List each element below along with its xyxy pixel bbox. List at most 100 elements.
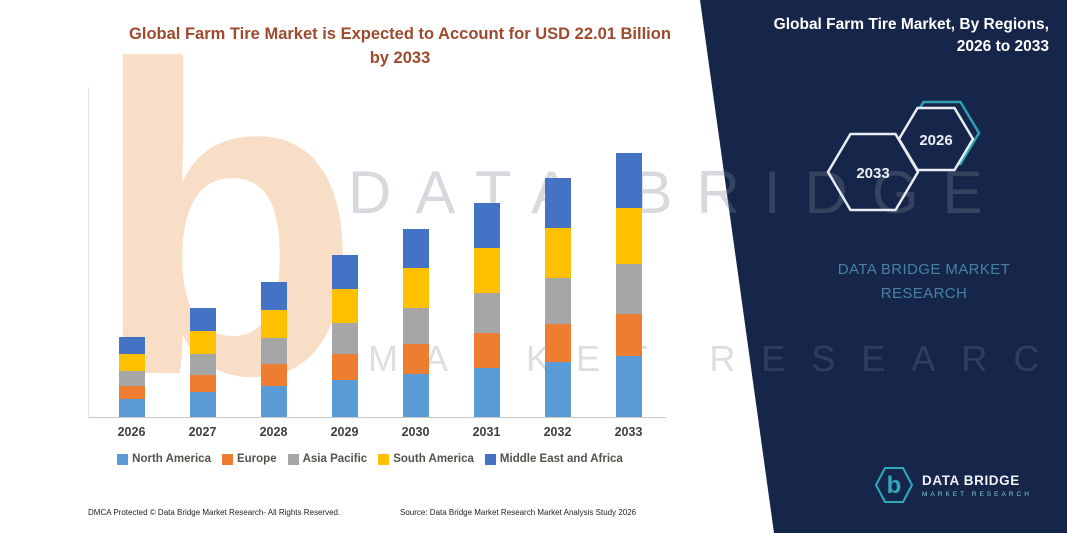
bar-2026: [96, 87, 167, 417]
bar-segment: [402, 343, 429, 374]
legend-label: North America: [132, 453, 211, 465]
bar-2031: [451, 87, 522, 417]
y-axis-line: [88, 87, 89, 417]
bar-2030: [380, 87, 451, 417]
bar-segment: [260, 385, 287, 417]
chart-legend: North America Europe Asia Pacific South Ame…: [72, 453, 668, 465]
bar-segment: [189, 308, 216, 332]
legend-swatch: [378, 453, 390, 465]
bar-segment: [473, 333, 500, 368]
bar-segment: [189, 354, 216, 375]
bar-segment: [260, 364, 287, 386]
legend-item: Middle East and Africa: [484, 453, 623, 465]
bar-2029: [309, 87, 380, 417]
bar-segment: [473, 292, 500, 334]
bar-2033: [593, 87, 664, 417]
legend-item: Europe: [221, 453, 277, 465]
bar-segment: [544, 278, 571, 324]
chart-title: Global Farm Tire Market is Expected to A…: [70, 22, 730, 70]
bar-segment: [118, 337, 145, 355]
bar-segment: [260, 309, 287, 339]
bar-segment: [118, 398, 145, 417]
bar-segment: [544, 323, 571, 362]
bar-segment: [473, 247, 500, 293]
bar-segment: [544, 227, 571, 279]
bar-segment: [402, 268, 429, 308]
bar-segment: [331, 379, 358, 417]
legend-label: South America: [393, 453, 474, 465]
dbmr-logo-b-glyph: b: [887, 472, 902, 499]
x-axis-labels: 2026 2027 2028 2029 2030 2031 2032 2033: [96, 425, 664, 439]
x-axis-line: [88, 417, 666, 418]
legend-label: Middle East and Africa: [499, 453, 623, 465]
bar-segment: [402, 373, 429, 417]
hexagon-2026-label: 2026: [919, 132, 952, 149]
bar-segment: [473, 367, 500, 417]
legend-label: Asia Pacific: [302, 453, 368, 465]
bar-segment: [189, 392, 216, 417]
bar-2028: [238, 87, 309, 417]
bar-segment: [544, 362, 571, 417]
source-note: Source: Data Bridge Market Research Mark…: [400, 508, 637, 517]
bar-2027: [167, 87, 238, 417]
bar-segment: [331, 354, 358, 380]
bar-segment: [473, 202, 500, 248]
right-panel-watermark: DATA BRIDGE MARKET RESEARCH: [818, 258, 1030, 306]
legend-swatch: [287, 453, 299, 465]
dbmr-logo-name: DATA BRIDGE: [922, 472, 1020, 488]
dbmr-logo-text: DATA BRIDGE MARKET RESEARCH: [922, 473, 1032, 498]
bar-segment: [118, 370, 145, 386]
bar-segment: [118, 354, 145, 371]
bar-segment: [260, 281, 287, 310]
bars-row: [96, 87, 664, 417]
x-axis-label: 2030: [401, 425, 430, 439]
bar-segment: [260, 338, 287, 365]
x-axis-label: 2031: [472, 425, 501, 439]
chart-title-line1: Global Farm Tire Market is Expected to A…: [129, 25, 671, 43]
bar-segment: [615, 263, 642, 315]
right-panel-watermark-line1: DATA BRIDGE MARKET: [837, 261, 1011, 278]
right-panel-title: Global Farm Tire Market, By Regions, 202…: [719, 14, 1049, 58]
x-axis-label: 2029: [330, 425, 359, 439]
bar-segment: [331, 289, 358, 324]
bar-segment: [402, 307, 429, 344]
year-hexagons: 2033 2026: [826, 100, 981, 212]
legend-item: Asia Pacific: [287, 453, 368, 465]
bar-segment: [544, 177, 571, 228]
bar-segment: [189, 331, 216, 355]
right-panel-title-line2: 2026 to 2033: [956, 38, 1049, 55]
x-axis-label: 2032: [543, 425, 572, 439]
bar-segment: [118, 385, 145, 399]
dbmr-logo: b DATA BRIDGE MARKET RESEARCH: [874, 462, 1032, 508]
bar-segment: [615, 153, 642, 209]
x-axis-label: 2033: [614, 425, 643, 439]
dbmr-logo-subtitle: MARKET RESEARCH: [922, 490, 1032, 498]
data-bridge-watermark-text: DATA BRIDGE: [348, 159, 1007, 226]
bar-segment: [615, 208, 642, 264]
legend-swatch: [484, 453, 496, 465]
bar-segment: [615, 356, 642, 417]
legend-swatch: [221, 453, 233, 465]
legend-label: Europe: [236, 453, 277, 465]
x-axis-label: 2027: [188, 425, 217, 439]
legend-item: South America: [378, 453, 474, 465]
bar-segment: [402, 228, 429, 269]
legend-swatch: [117, 453, 129, 465]
right-panel-title-line1: Global Farm Tire Market, By Regions,: [773, 16, 1049, 33]
dmca-notice: DMCA Protected © Data Bridge Market Rese…: [88, 508, 341, 517]
bar-2032: [522, 87, 593, 417]
right-panel-watermark-line2: RESEARCH: [880, 285, 968, 302]
bar-segment: [615, 314, 642, 357]
legend-item: North America: [117, 453, 211, 465]
hexagon-2026: [897, 106, 975, 172]
bar-segment: [331, 323, 358, 355]
x-axis-label: 2028: [259, 425, 288, 439]
bar-segment: [189, 374, 216, 392]
bar-segment: [331, 255, 358, 290]
hexagon-2033-label: 2033: [856, 165, 889, 182]
hexagon-2033: [826, 132, 920, 212]
dbmr-logo-hexagon-icon: b: [874, 467, 914, 503]
x-axis-label: 2026: [117, 425, 146, 439]
chart-title-line2: by 2033: [369, 49, 431, 67]
